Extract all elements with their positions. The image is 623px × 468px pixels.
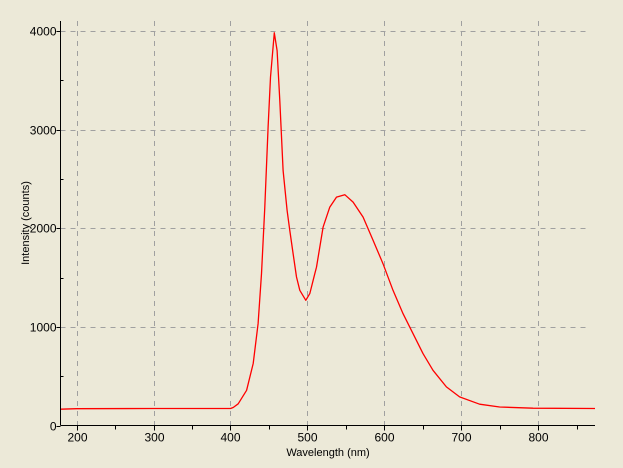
- series-layer: [60, 32, 596, 410]
- y-axis-label: Intensity (counts): [20, 181, 32, 265]
- y-tick-label: 2000: [30, 222, 57, 236]
- x-axis-label: Wavelength (nm): [286, 447, 369, 459]
- x-tick-label: 700: [451, 431, 471, 445]
- x-tick-label: 600: [374, 431, 394, 445]
- y-tick-label: 1000: [30, 321, 57, 335]
- x-tick-label: 300: [144, 431, 164, 445]
- y-tick-label: 3000: [30, 124, 57, 138]
- x-tick-label: 200: [67, 431, 87, 445]
- y-tick-label: 0: [50, 420, 57, 434]
- spectrum-line: [60, 32, 596, 410]
- x-tick-label: 800: [528, 431, 548, 445]
- x-tick-label: 500: [297, 431, 317, 445]
- ticks: 200 300 400 500 600 700 800 0 1000 2000 3000 4000: [30, 25, 578, 445]
- grid: [60, 21, 590, 426]
- y-tick-label: 4000: [30, 25, 57, 39]
- x-tick-label: 400: [220, 431, 240, 445]
